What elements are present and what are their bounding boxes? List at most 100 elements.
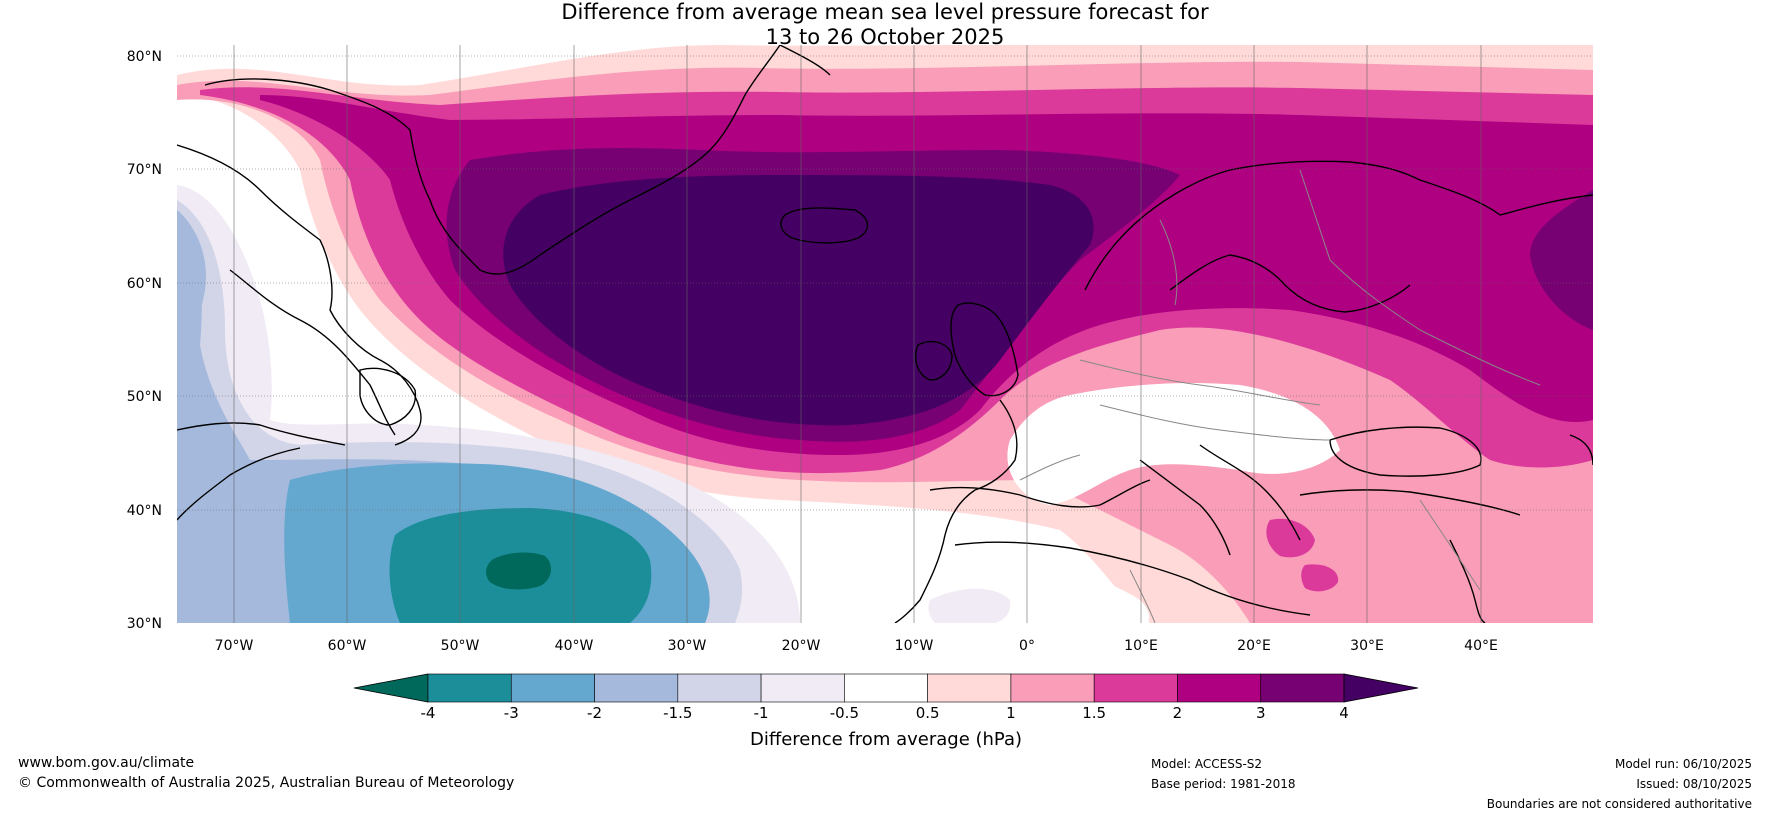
coast-white-sea: [1419, 179, 1593, 216]
lat-label: 30°N: [127, 616, 162, 632]
footer-model-run: Model run: 06/10/2025: [1614, 757, 1752, 771]
footer-issued: Issued: 08/10/2025: [1636, 777, 1752, 791]
colorbar-tick-label: -2: [587, 704, 602, 722]
colorbar-segment: [1093, 673, 1178, 703]
colorbar-tick-label: -3: [504, 704, 519, 722]
coast-turkey: [1299, 489, 1521, 516]
lat-label: 80°N: [127, 49, 162, 65]
lon-label: 10°W: [895, 638, 934, 654]
lat-label: 60°N: [127, 276, 162, 292]
europe-neutral-zone: [1007, 383, 1340, 505]
lat-label: 50°N: [127, 389, 162, 405]
map-area: [177, 45, 1593, 623]
coast-iceland: [780, 207, 869, 244]
graticule-meridians: [233, 45, 1482, 623]
colorbar-segment: [427, 673, 512, 703]
colorbar-segment: [1260, 673, 1345, 703]
border-finland: [1299, 169, 1331, 261]
border-central-europe-b: [1099, 404, 1331, 441]
mediterranean-field: [915, 383, 1340, 623]
footer-model: Model: ACCESS-S2: [1151, 757, 1263, 771]
coast-norway: [1084, 160, 1421, 291]
title-line-1: Difference from average mean sea level p…: [561, 0, 1209, 24]
coast-greenland-north: [779, 45, 831, 76]
coast-black-sea: [1329, 426, 1482, 477]
coast-caspian: [1569, 434, 1593, 466]
colorbar-tick-label: 4: [1339, 704, 1349, 722]
contour-neg-4: [486, 552, 552, 590]
lon-label: 40°E: [1464, 638, 1498, 654]
footer-copyright: © Commonwealth of Australia 2025, Austra…: [18, 775, 515, 791]
lon-label: 0°: [1019, 638, 1035, 654]
colorbar-segment: [677, 673, 762, 703]
footer-website: www.bom.gov.au/climate: [18, 755, 195, 771]
colorbar-segment: [1177, 673, 1262, 703]
lon-label: 60°W: [328, 638, 367, 654]
colorbar-tick-label: 1.5: [1082, 704, 1106, 722]
lon-labels: 70°W 60°W 50°W 40°W 30°W 20°W 10°W 0° 10…: [215, 638, 1498, 654]
coast-balkans: [1199, 444, 1301, 541]
coast-us-east: [177, 447, 301, 521]
graticule: [177, 55, 1593, 511]
negative-anomaly-field: [177, 185, 800, 623]
coast-western-europe: [894, 399, 1018, 623]
map-title: Difference from average mean sea level p…: [0, 0, 1770, 50]
lat-label: 70°N: [127, 162, 162, 178]
contour-pos-3-east: [1530, 190, 1593, 330]
colorbar-arrow-low: [353, 673, 429, 703]
colorbar-segment: [844, 673, 928, 703]
lon-label: 50°W: [441, 638, 480, 654]
colorbar-ticks: -4 -3 -2 -1.5 -1 -0.5 0.5 1 1.5 2 3 4: [421, 704, 1349, 722]
colorbar-segment: [927, 673, 1012, 703]
colorbar: [353, 673, 1419, 703]
colorbar-tick-label: -4: [421, 704, 436, 722]
colorbar-segment: [510, 673, 595, 703]
colorbar-arrow-high: [1343, 673, 1419, 703]
lon-label: 20°W: [782, 638, 821, 654]
border-scandinavia: [1159, 219, 1178, 306]
contour-pos-4: [503, 175, 1094, 426]
lat-label: 40°N: [127, 503, 162, 519]
border-africa: [1129, 569, 1156, 623]
positive-anomaly-field: [177, 45, 1593, 623]
coast-labrador: [229, 269, 396, 436]
aegean-patch: [1266, 518, 1315, 558]
colorbar-tick-label: -1.5: [663, 704, 692, 722]
coastlines: [177, 45, 1593, 623]
footer-disclaimer: Boundaries are not considered authoritat…: [1486, 797, 1752, 811]
colorbar-tick-label: 0.5: [916, 704, 940, 722]
lon-label: 40°W: [555, 638, 594, 654]
lon-label: 70°W: [215, 638, 254, 654]
colorbar-segment: [1010, 673, 1095, 703]
country-borders: [1019, 169, 1541, 623]
coast-newfoundland: [359, 367, 417, 426]
coast-ireland: [914, 340, 953, 381]
lon-label: 20°E: [1237, 638, 1271, 654]
colorbar-tick-label: -1: [754, 704, 769, 722]
colorbar-segment: [594, 673, 679, 703]
contour-neg-1-west: [177, 210, 206, 340]
lon-label: 10°E: [1124, 638, 1158, 654]
colorbar-tick-label: -0.5: [830, 704, 859, 722]
lon-label: 30°W: [668, 638, 707, 654]
coast-nova-scotia: [177, 422, 346, 446]
coast-iberia: [929, 479, 1151, 508]
coast-italy: [1139, 459, 1231, 556]
colorbar-tick-label: 2: [1173, 704, 1183, 722]
colorbar-title: Difference from average (hPa): [750, 729, 1022, 750]
coast-north-africa: [954, 541, 1311, 616]
coast-greenland: [204, 45, 781, 275]
coast-baffin: [177, 144, 422, 446]
border-russia: [1329, 259, 1541, 386]
border-central-europe-a: [1079, 359, 1321, 406]
border-france-spain: [1019, 454, 1081, 481]
coast-british-isles: [950, 302, 1019, 397]
footer-base-period: Base period: 1981-2018: [1151, 777, 1296, 791]
colorbar-tick-label: 3: [1256, 704, 1266, 722]
colorbar-segment: [760, 673, 845, 703]
lon-label: 30°E: [1350, 638, 1384, 654]
colorbar-tick-label: 1: [1006, 704, 1016, 722]
border-middle-east: [1419, 499, 1481, 591]
sahara-neg-patch: [928, 588, 1011, 623]
